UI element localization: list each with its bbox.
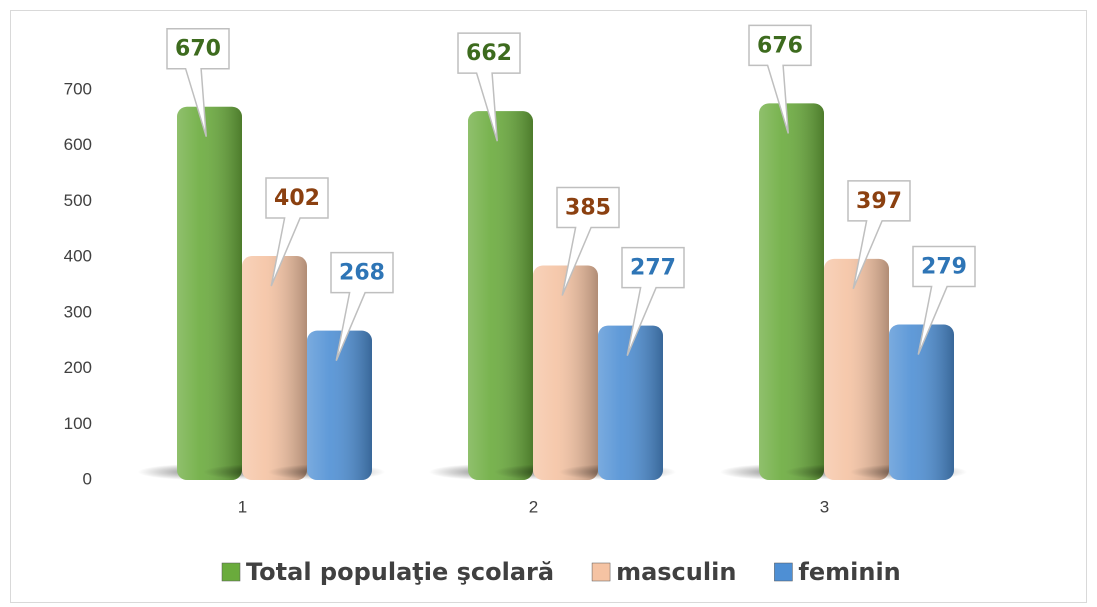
data-label: 268: [339, 261, 385, 286]
callout: [748, 24, 812, 134]
x-tick-label: 3: [820, 497, 829, 516]
legend-label: Total populaţie şcolară: [246, 558, 554, 586]
legend-swatch: [774, 562, 793, 582]
y-tick-label: 200: [64, 358, 92, 377]
y-tick-label: 100: [64, 414, 92, 433]
legend-label: feminin: [798, 558, 900, 586]
x-tick-label: 2: [529, 497, 538, 516]
bar-shine: [242, 256, 307, 480]
bar-shine: [598, 325, 663, 480]
bar-shine: [468, 111, 533, 481]
callout: [621, 246, 685, 356]
callout: [457, 32, 521, 142]
data-label: 279: [921, 255, 967, 280]
callout: [556, 186, 620, 296]
callout: [912, 245, 976, 355]
legend-label: masculin: [616, 558, 736, 586]
callout: [265, 177, 329, 287]
bar-shine: [824, 258, 889, 480]
callout: [847, 180, 911, 290]
callout: [330, 251, 394, 361]
y-tick-label: 300: [64, 302, 92, 321]
bar-shine: [533, 265, 598, 480]
bar-shine: [307, 330, 372, 480]
data-label: 277: [630, 256, 676, 281]
data-label: 662: [466, 41, 512, 66]
data-label: 402: [274, 186, 320, 211]
legend-swatch: [591, 562, 611, 582]
bar-shine: [177, 106, 242, 480]
legend-swatch: [221, 562, 241, 582]
x-tick-label: 1: [238, 497, 247, 516]
data-label: 385: [565, 196, 611, 221]
y-tick-label: 700: [64, 79, 92, 98]
y-tick-label: 400: [64, 247, 92, 266]
data-label: 670: [175, 37, 221, 62]
data-label: 397: [856, 189, 902, 214]
y-tick-label: 600: [64, 135, 92, 154]
y-tick-label: 0: [83, 469, 92, 488]
callout: [166, 27, 230, 137]
chart-border: [10, 10, 1087, 603]
y-tick-label: 500: [64, 191, 92, 210]
data-label: 676: [757, 33, 803, 58]
bar-shine: [759, 103, 824, 480]
bar-shine: [889, 324, 954, 480]
